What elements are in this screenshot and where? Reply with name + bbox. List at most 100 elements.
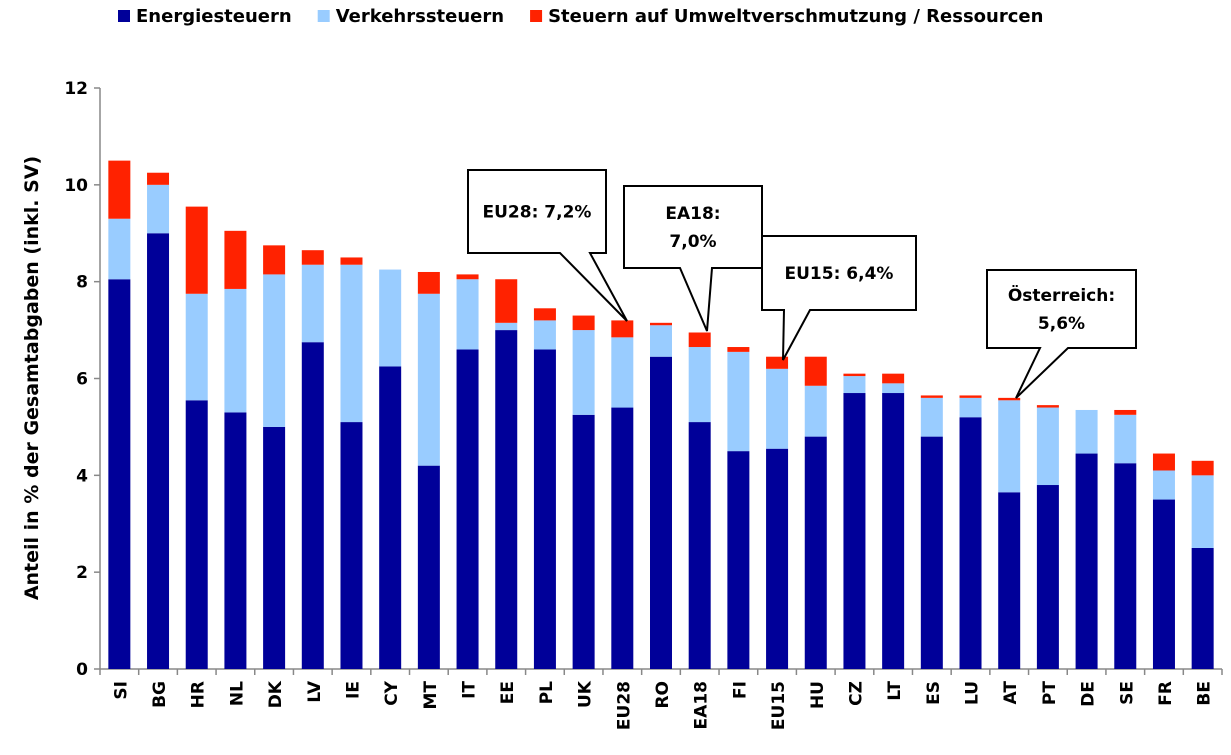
bar-segment [224, 412, 247, 669]
bar-segment [456, 349, 479, 669]
bar-segment [1075, 409, 1098, 454]
bar-segment [301, 264, 324, 343]
x-tick-label: NL [227, 681, 247, 706]
x-tick-label: UK [576, 680, 596, 708]
x-tick-label: HU [808, 681, 828, 709]
legend-label: Energiesteuern [136, 6, 292, 27]
bar-segment [147, 233, 170, 669]
bar-segment [224, 288, 247, 413]
bar-segment [340, 264, 363, 423]
legend-label: Verkehrssteuern [336, 6, 504, 27]
bar-segment [572, 315, 595, 331]
bar-segment [882, 383, 905, 394]
bar-segment [650, 325, 672, 357]
legend-label: Steuern auf Umweltverschmutzung / Ressou… [548, 6, 1043, 27]
callout [467, 169, 628, 322]
x-tick-label: RO [653, 681, 673, 709]
x-tick-label: LU [963, 681, 983, 705]
y-tick-label: 2 [76, 563, 88, 583]
x-tick-label: SE [1117, 681, 1137, 705]
bar-segment [688, 332, 711, 348]
x-tick-label: LV [305, 680, 325, 702]
annotation: EU28: 7,2% [483, 203, 592, 223]
bar-segment [1114, 409, 1137, 415]
bar-segment [1075, 453, 1098, 669]
bar-segment [185, 400, 208, 669]
bar-segment [533, 308, 556, 321]
bar-segment [263, 426, 286, 669]
bar-segment [1036, 405, 1059, 408]
bar-segment [495, 322, 518, 331]
bar-segment [1152, 470, 1175, 500]
bar-segment [340, 257, 363, 265]
x-tick-label: MT [421, 681, 441, 710]
annotation: Österreich: [1008, 284, 1115, 306]
callout [986, 269, 1137, 399]
x-tick-label: EU28 [614, 681, 634, 730]
x-tick-label: DE [1079, 681, 1099, 707]
bar-segment [882, 373, 905, 384]
bar-segment [340, 422, 363, 669]
bar-segment [108, 218, 131, 280]
bar-segment [804, 356, 827, 386]
bar-segment [998, 400, 1021, 493]
bar-segment [185, 206, 208, 294]
bar-segment [998, 492, 1021, 669]
bar-segment [611, 320, 634, 338]
x-tick-label: HR [189, 681, 209, 708]
bar-segment [108, 279, 131, 669]
x-tick-label: FI [730, 681, 750, 699]
bar-segment [533, 320, 556, 350]
x-tick-label: PT [1040, 681, 1060, 705]
legend-swatch [530, 10, 543, 22]
bar-segment [417, 465, 440, 669]
bar-segment [1191, 460, 1214, 476]
legend-swatch [317, 10, 330, 22]
bar-segment [495, 279, 518, 323]
bar-segment [920, 436, 943, 669]
y-tick-label: 4 [76, 466, 88, 486]
bar-segment [456, 279, 479, 350]
bar-segment [766, 368, 789, 449]
bar-segment [650, 356, 672, 669]
bar-segment [1191, 475, 1214, 548]
y-tick-label: 8 [76, 273, 88, 293]
bar-segment [920, 397, 943, 437]
bar-segment [1114, 463, 1137, 669]
bar-segment [727, 351, 750, 452]
legend-swatch [118, 10, 130, 22]
x-tick-label: IT [460, 681, 480, 699]
bar-segment [882, 393, 905, 669]
x-tick-label: BE [1195, 681, 1215, 706]
bar-segment [379, 269, 402, 367]
annotation: EU15: 6,4% [785, 264, 894, 284]
bar-segment [611, 407, 634, 669]
bar-segment [1191, 547, 1214, 669]
x-tick-label: EA18 [692, 681, 712, 729]
bar-segment [572, 414, 595, 669]
bar-segment [417, 271, 440, 294]
bar-segment [688, 347, 711, 423]
x-tick-label: EU15 [769, 681, 789, 730]
y-axis-label: Anteil in % der Gesamtabgaben (inkl. SV) [21, 156, 43, 600]
x-tick-label: SI [111, 681, 131, 700]
bar-segment [1114, 414, 1137, 464]
bar-segment [611, 337, 634, 408]
callout [623, 185, 763, 332]
bar-segment [920, 395, 943, 398]
bar-segment [533, 349, 556, 669]
bar-segment [263, 274, 286, 427]
x-tick-label: CZ [846, 681, 866, 706]
bar-segment [1152, 499, 1175, 669]
bar-segment [804, 385, 827, 437]
bar-segment [108, 160, 131, 219]
bar-segment [959, 395, 982, 398]
bar-segment [495, 330, 518, 669]
bar-segment [185, 293, 208, 401]
x-tick-label: ES [924, 681, 944, 705]
bar-segment [263, 245, 286, 275]
y-tick-label: 12 [64, 79, 88, 99]
bar-segment [727, 347, 750, 352]
bar-segment [804, 436, 827, 669]
